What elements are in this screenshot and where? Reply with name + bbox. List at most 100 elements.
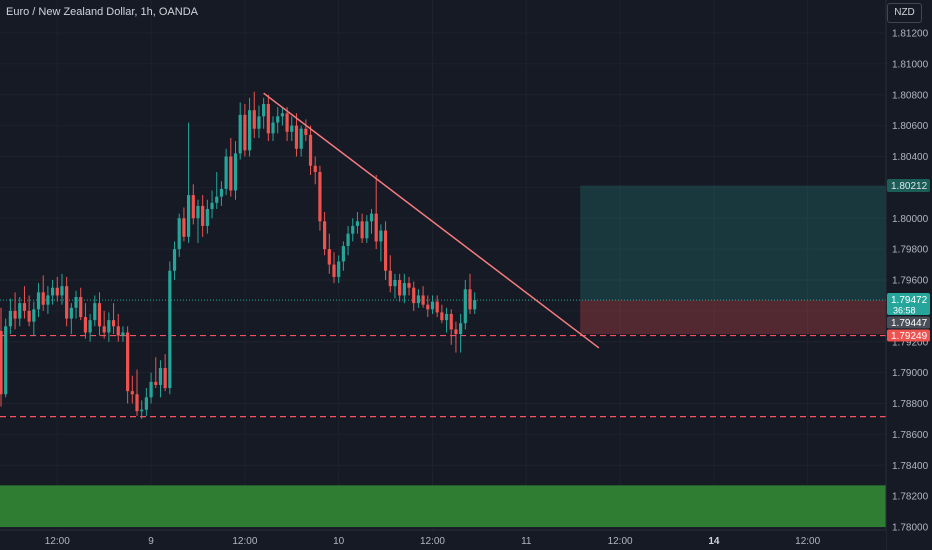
candle-body (412, 287, 416, 304)
demand-zone[interactable] (0, 485, 886, 527)
bar-countdown-label: 36:58 (893, 306, 916, 316)
time-tick-label: 12:00 (795, 536, 820, 547)
candle-body (36, 292, 41, 310)
price-tick-label: 1.79200 (892, 337, 929, 348)
candle-body (140, 409, 144, 412)
price-tick-label: 1.78400 (892, 461, 929, 472)
candle-body (243, 114, 247, 151)
candle-body (126, 332, 130, 392)
candle-body (444, 313, 449, 321)
candle-body (215, 196, 219, 203)
candle-body (8, 310, 12, 327)
time-tick-label: 11 (521, 536, 532, 547)
chart-title: Euro / New Zealand Dollar, 1h, OANDA (6, 6, 198, 18)
candle-body (318, 171, 322, 222)
plot-area (0, 0, 886, 530)
candle-body (365, 221, 369, 239)
candle-body (163, 367, 167, 389)
candle-body (379, 230, 383, 242)
candle-body (435, 301, 439, 313)
time-axis[interactable] (0, 530, 886, 550)
candle-body (130, 391, 134, 395)
candle-body (149, 381, 153, 398)
candle-body (285, 113, 289, 132)
time-tick-label: 14 (708, 536, 720, 547)
candle-body (46, 295, 50, 305)
time-tick-label: 12:00 (608, 536, 633, 547)
time-tick-label: 10 (333, 536, 345, 547)
candle-body (187, 195, 191, 237)
candle-body (191, 195, 195, 219)
time-tick-label: 12:00 (420, 536, 445, 547)
candle-body (271, 122, 275, 134)
candle-body (355, 221, 360, 226)
candle-body (266, 104, 270, 134)
target-price-label-bg (887, 179, 930, 193)
candle-body (224, 156, 228, 189)
candle-body (177, 218, 181, 250)
candle-body (341, 246, 345, 262)
candle-body (182, 218, 186, 237)
candle-body (337, 261, 341, 277)
currency-button[interactable]: NZD (887, 3, 922, 23)
candle-body (332, 264, 336, 277)
price-tick-label: 1.81000 (892, 59, 929, 70)
candle-body (0, 330, 3, 395)
candle-body (97, 303, 102, 327)
price-axis[interactable] (886, 0, 932, 550)
candle-body (346, 233, 350, 247)
price-tick-label: 1.79800 (892, 245, 929, 256)
time-tick-label: 12:00 (45, 536, 70, 547)
price-tick-label: 1.78000 (892, 523, 929, 534)
time-tick-label: 12:00 (232, 536, 257, 547)
current-price-label-bg (887, 293, 930, 315)
candle-body (196, 205, 200, 219)
candle-body (69, 307, 73, 319)
trendline[interactable] (263, 92, 600, 349)
candle-body (369, 213, 374, 222)
candle-body (18, 303, 22, 319)
candle-body (158, 367, 163, 385)
candle-body (172, 249, 177, 271)
price-tick-label: 1.79600 (892, 276, 929, 287)
target-price-label: 1.80212 (891, 181, 928, 192)
candle-body (473, 300, 477, 310)
candle-body (351, 225, 355, 234)
price-tick-label: 1.78800 (892, 399, 929, 410)
candle-body (276, 116, 280, 123)
candle-body (201, 205, 205, 226)
price-tick-label: 1.81200 (892, 29, 929, 40)
price-tick-label: 1.79000 (892, 368, 929, 379)
candle-body (13, 310, 17, 319)
position-stop-zone[interactable] (580, 300, 886, 335)
candle-body (111, 320, 116, 327)
candle-body (290, 125, 294, 132)
candle-body (304, 128, 308, 135)
candle-body (323, 221, 327, 250)
candle-body (154, 381, 158, 385)
candle-body (205, 208, 209, 226)
price-tick-label: 1.78200 (892, 492, 929, 503)
candle-body (107, 320, 111, 333)
position-target-zone[interactable] (580, 185, 886, 301)
candle-body (22, 303, 27, 311)
candle-body (327, 249, 331, 265)
candle-body (252, 110, 256, 129)
candle-body (32, 309, 36, 322)
candle-body (121, 332, 125, 336)
candle-body (55, 287, 59, 296)
entry-price-label: 1.79447 (891, 318, 928, 329)
candle-body (407, 283, 411, 288)
price-tick-label: 1.80800 (892, 90, 929, 101)
candle-body (416, 295, 421, 304)
candle-body (102, 326, 106, 333)
candle-body (374, 213, 378, 242)
candle-body (463, 289, 467, 324)
candle-body (426, 304, 430, 310)
candle-body (299, 128, 303, 149)
price-tick-label: 1.80400 (892, 152, 929, 163)
candle-body (65, 286, 69, 319)
candle-body (4, 326, 8, 395)
candle-body (383, 230, 388, 271)
